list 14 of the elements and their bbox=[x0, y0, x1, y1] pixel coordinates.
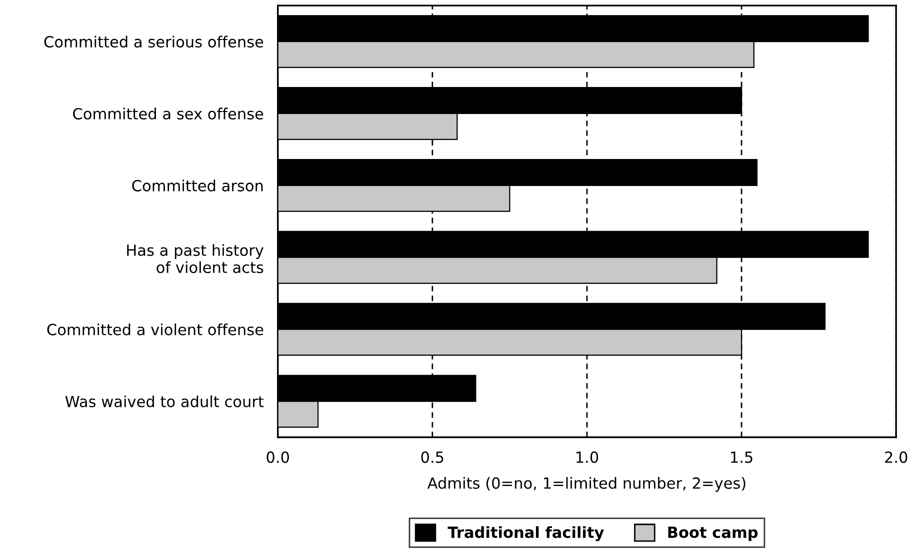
x-tick-label: 0.5 bbox=[421, 451, 444, 463]
y-tick-label: Committed a sex offense bbox=[73, 108, 264, 120]
x-axis-title: Admits (0=no, 1=limited number, 2=yes) bbox=[427, 477, 746, 492]
y-tick-label: Has a past history of violent acts bbox=[127, 244, 264, 274]
x-tick-label: 0.0 bbox=[266, 451, 289, 463]
legend-label: Boot camp bbox=[668, 526, 758, 541]
y-tick-label: Committed a violent offense bbox=[47, 324, 264, 336]
x-tick-label: 1.5 bbox=[731, 452, 752, 463]
x-tick-label: 1.0 bbox=[576, 451, 598, 463]
legend-label: Traditional facility bbox=[448, 526, 604, 542]
y-tick-label: Committed arson bbox=[132, 180, 263, 192]
y-tick-label: Committed a serious offense bbox=[44, 36, 264, 48]
y-tick-label: Was waived to adult court bbox=[65, 395, 264, 408]
x-tick-label: 2.0 bbox=[885, 451, 908, 463]
